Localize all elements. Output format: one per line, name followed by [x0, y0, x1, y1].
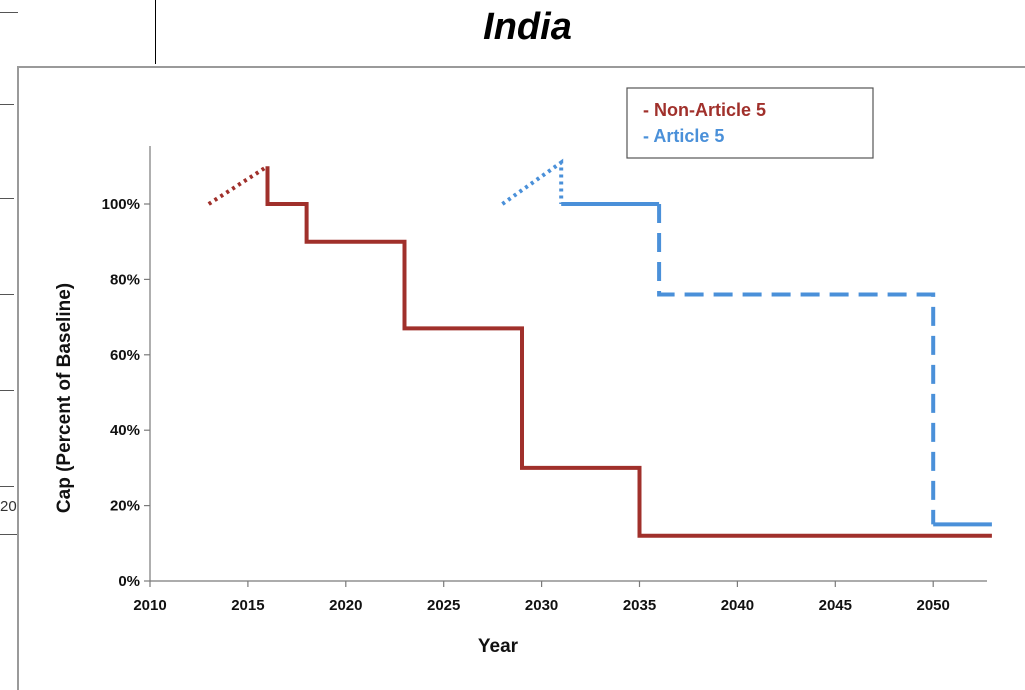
legend-entry: - Article 5: [643, 126, 724, 146]
chart-panel: 0% 20% 40% 60% 80% 100% 2010 2015 2020 2025 2030 20…: [17, 66, 1025, 690]
chart: 0% 20% 40% 60% 80% 100% 2010 2015 2020 2025 2030 20…: [54, 87, 992, 657]
legend-entry: - Non-Article 5: [643, 100, 766, 120]
fragment-line: [0, 294, 14, 295]
y-tick-label: 40%: [110, 422, 140, 439]
y-axis-label: Cap (Percent of Baseline): [54, 283, 75, 513]
series-line-solid: [265, 166, 992, 538]
background-page-fragment: 20: [0, 0, 155, 690]
fragment-line: [0, 486, 14, 487]
x-tick-label: 2020: [329, 597, 362, 614]
x-tick-label: 2025: [427, 597, 460, 614]
series-line-dotted: [207, 164, 269, 206]
fragment-line: [0, 390, 14, 391]
series-line-dotted: [501, 158, 564, 206]
x-tick-label: 2050: [917, 597, 950, 614]
fragment-line: [0, 12, 18, 13]
series-layer: [207, 158, 992, 538]
x-tick-label: 2015: [231, 597, 264, 614]
fragment-line: [0, 104, 14, 105]
series-article-5: [501, 158, 992, 527]
page-title: India: [483, 6, 572, 48]
fragment-text: 20: [0, 498, 17, 515]
series-line-dashed: [657, 204, 936, 525]
series-non-article-5: [207, 164, 992, 538]
x-tick-label: 2035: [623, 597, 656, 614]
x-tick-label: 2045: [819, 597, 852, 614]
x-axis-label: Year: [478, 636, 519, 657]
fragment-line: [0, 198, 14, 199]
legend: - Non-Article 5 - Article 5: [626, 87, 874, 159]
y-tick-label: 100%: [102, 196, 140, 213]
y-tick-label: 20%: [110, 498, 140, 515]
legend-box: [626, 87, 874, 159]
x-tick-label: 2010: [133, 597, 166, 614]
x-tick-label: 2030: [525, 597, 558, 614]
x-tick-label: 2040: [721, 597, 754, 614]
y-tick-label: 0%: [118, 573, 140, 590]
axes: 0% 20% 40% 60% 80% 100% 2010 2015 2020 2025 2030 20…: [54, 146, 987, 657]
y-tick-label: 80%: [110, 271, 140, 288]
y-tick-label: 60%: [110, 347, 140, 364]
fragment-line: [0, 534, 17, 535]
divider-line: [155, 0, 156, 64]
